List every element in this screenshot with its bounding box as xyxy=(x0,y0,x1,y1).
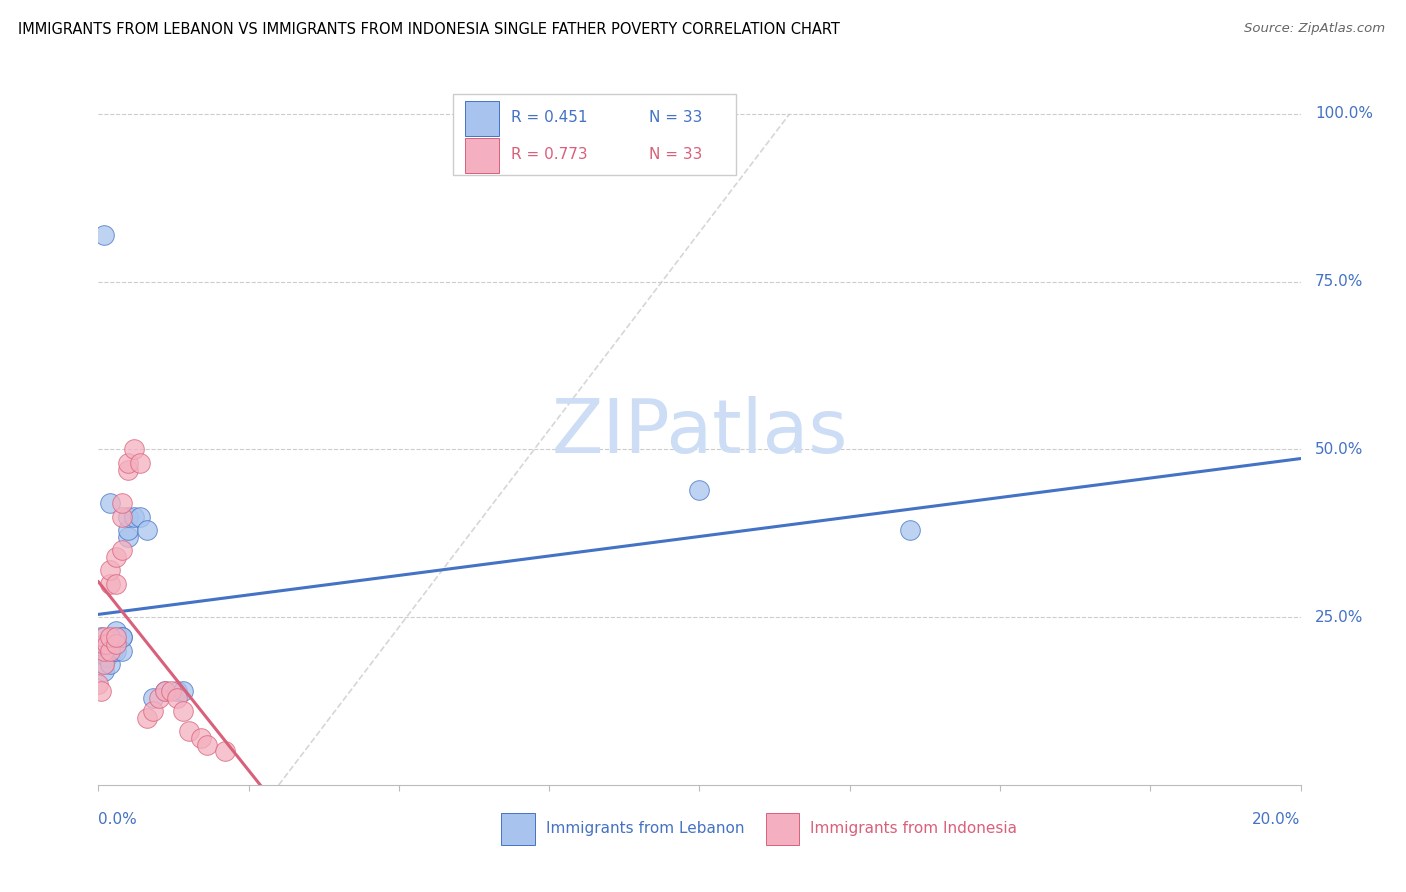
Bar xyxy=(766,814,799,845)
Bar xyxy=(501,814,534,845)
Point xyxy=(111,509,134,524)
Point xyxy=(195,738,218,752)
Point xyxy=(124,509,146,524)
Point xyxy=(105,576,128,591)
Point xyxy=(214,744,236,758)
Point xyxy=(129,456,152,470)
Point xyxy=(100,644,122,658)
Point xyxy=(93,637,115,651)
Point xyxy=(177,724,200,739)
Point xyxy=(172,704,194,718)
Point xyxy=(172,684,194,698)
Point xyxy=(111,630,134,644)
Point xyxy=(105,637,128,651)
Point xyxy=(111,496,134,510)
Point xyxy=(135,711,157,725)
Point xyxy=(898,523,921,537)
Point xyxy=(100,630,122,644)
Point xyxy=(93,630,115,644)
Bar xyxy=(465,101,499,136)
Point xyxy=(105,630,128,644)
Point xyxy=(100,563,122,577)
Point xyxy=(100,576,122,591)
Point xyxy=(93,657,115,672)
Text: Immigrants from Indonesia: Immigrants from Indonesia xyxy=(810,822,1017,836)
Point xyxy=(135,523,157,537)
Point xyxy=(153,684,176,698)
Point xyxy=(93,644,115,658)
Text: R = 0.773: R = 0.773 xyxy=(510,147,588,162)
Point xyxy=(93,644,115,658)
Point xyxy=(111,630,134,644)
Point xyxy=(129,509,152,524)
Point xyxy=(105,637,128,651)
Point xyxy=(117,462,139,476)
Text: ZIPatlas: ZIPatlas xyxy=(551,396,848,469)
Text: R = 0.451: R = 0.451 xyxy=(510,110,588,125)
Point xyxy=(90,630,112,644)
Point xyxy=(117,509,139,524)
Point xyxy=(100,657,122,672)
Point xyxy=(105,624,128,638)
Point xyxy=(117,530,139,544)
Point xyxy=(93,657,115,672)
Point xyxy=(190,731,212,745)
Point xyxy=(111,543,134,558)
Bar xyxy=(453,95,735,176)
Point xyxy=(87,677,110,691)
Text: 100.0%: 100.0% xyxy=(1315,106,1374,121)
Point xyxy=(166,684,188,698)
Text: IMMIGRANTS FROM LEBANON VS IMMIGRANTS FROM INDONESIA SINGLE FATHER POVERTY CORRE: IMMIGRANTS FROM LEBANON VS IMMIGRANTS FR… xyxy=(18,22,841,37)
Point xyxy=(96,637,118,651)
Text: 25.0%: 25.0% xyxy=(1315,609,1364,624)
Text: Source: ZipAtlas.com: Source: ZipAtlas.com xyxy=(1244,22,1385,36)
Point xyxy=(111,644,134,658)
Point xyxy=(96,644,118,658)
Point xyxy=(100,637,122,651)
Point xyxy=(93,664,115,678)
Point xyxy=(90,684,112,698)
Text: 20.0%: 20.0% xyxy=(1253,812,1301,827)
Text: 50.0%: 50.0% xyxy=(1315,442,1364,457)
Point xyxy=(105,637,128,651)
Point xyxy=(141,690,163,705)
Point xyxy=(105,644,128,658)
Point xyxy=(105,630,128,644)
Point xyxy=(93,637,115,651)
Point xyxy=(141,704,163,718)
Point xyxy=(124,442,146,457)
Point xyxy=(153,684,176,698)
Text: Immigrants from Lebanon: Immigrants from Lebanon xyxy=(546,822,744,836)
Point xyxy=(166,690,188,705)
Point xyxy=(117,456,139,470)
Text: N = 33: N = 33 xyxy=(650,147,703,162)
Point xyxy=(105,549,128,564)
Point xyxy=(103,644,125,658)
Point xyxy=(96,650,118,665)
Text: 75.0%: 75.0% xyxy=(1315,274,1364,289)
Point xyxy=(148,690,170,705)
Point xyxy=(100,496,122,510)
Point xyxy=(93,227,115,242)
Text: 0.0%: 0.0% xyxy=(98,812,138,827)
Point xyxy=(688,483,710,497)
Point xyxy=(159,684,181,698)
Text: N = 33: N = 33 xyxy=(650,110,703,125)
Point xyxy=(117,523,139,537)
Bar xyxy=(465,138,499,173)
Point xyxy=(100,644,122,658)
